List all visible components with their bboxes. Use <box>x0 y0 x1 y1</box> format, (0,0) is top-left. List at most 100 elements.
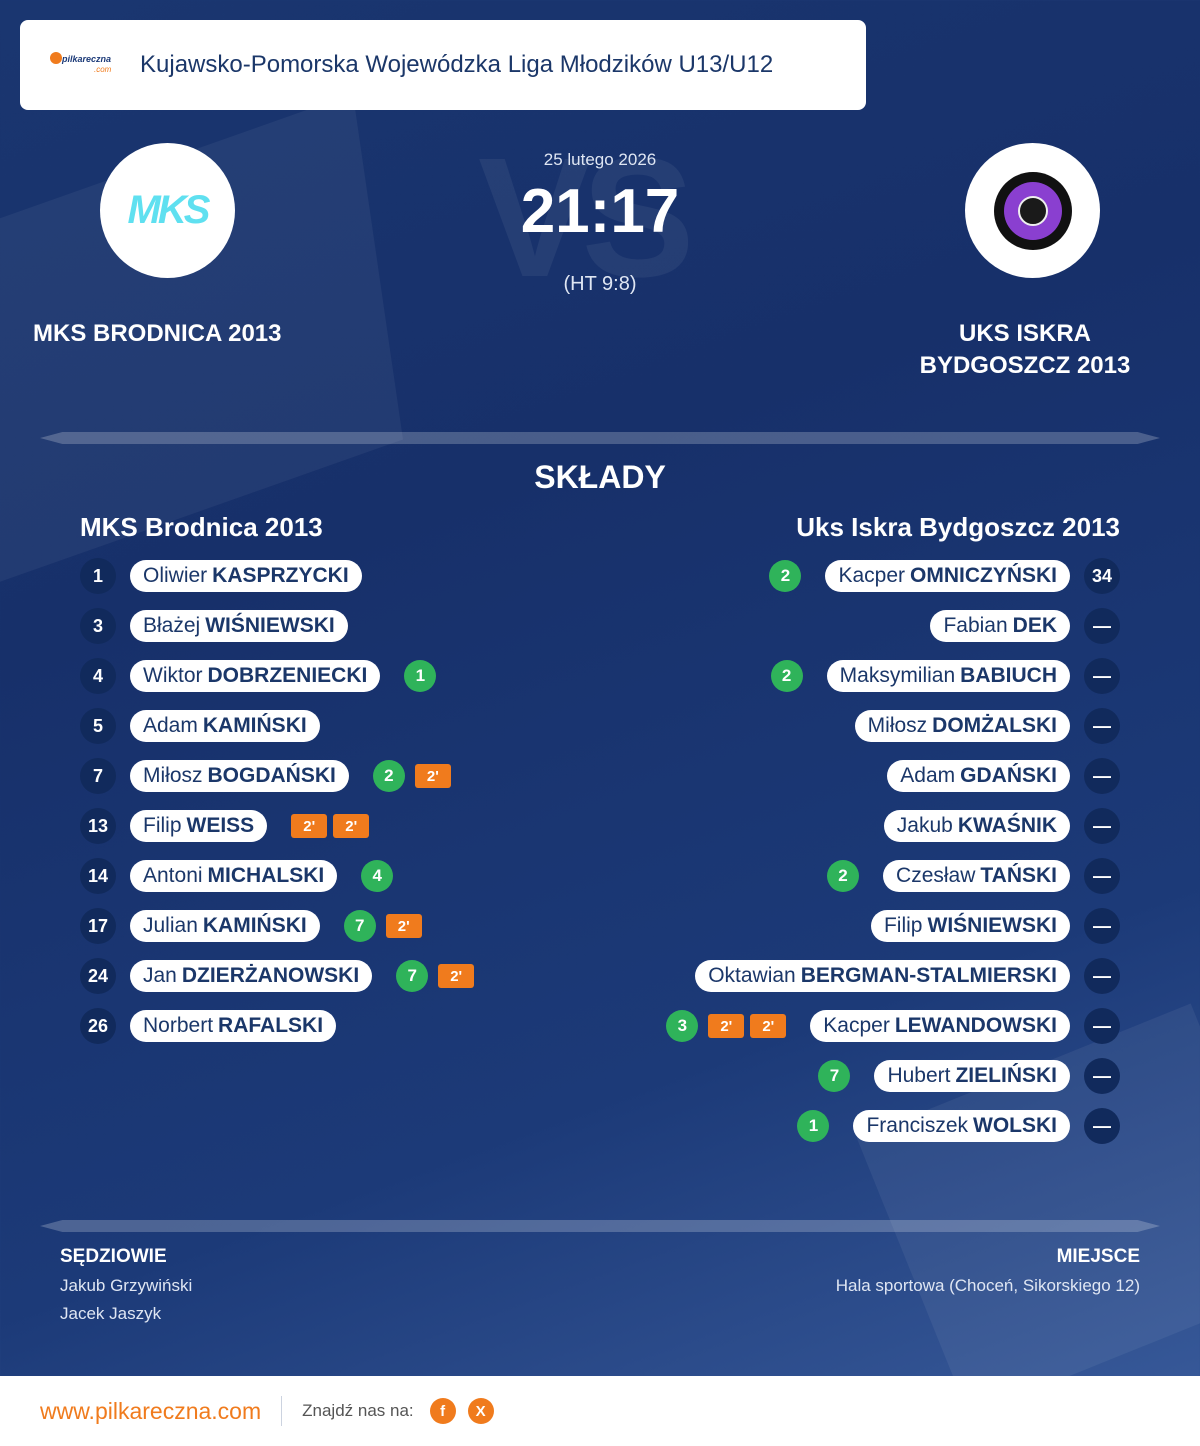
goals-badge: 7 <box>343 910 376 942</box>
player-last-name: DZIERŻANOWSKI <box>181 964 360 987</box>
player-number: — <box>1084 708 1120 744</box>
away-logo-icon <box>993 171 1072 250</box>
player-number: 14 <box>80 858 116 894</box>
player-row: — Maksymilian BABIUCH 2 <box>770 658 1120 694</box>
suspension-badge: 2' <box>708 1014 745 1038</box>
player-last-name: DOBRZENIECKI <box>207 664 368 687</box>
player-row: 4 Wiktor DOBRZENIECKI 1 <box>80 658 437 694</box>
halftime-score: (HT 9:8) <box>563 273 637 295</box>
site-logo[interactable]: pilkareczna .com <box>50 50 120 80</box>
logo-text: pilkareczna <box>62 54 112 64</box>
player-number: — <box>1084 1058 1120 1094</box>
suspension-badge: 2' <box>750 1014 787 1038</box>
player-name: Oliwier KASPRZYCKI <box>130 560 362 592</box>
player-last-name: RAFALSKI <box>218 1014 324 1037</box>
player-events: 7 <box>818 1060 851 1092</box>
player-name: Kacper OMNICZYŃSKI <box>825 560 1070 592</box>
player-last-name: BOGDAŃSKI <box>207 764 336 787</box>
player-last-name: WOLSKI <box>973 1114 1057 1137</box>
venue-title: MIEJSCE <box>1056 1246 1140 1267</box>
player-row: 5 Adam KAMIŃSKI <box>80 708 320 744</box>
player-name: Hubert ZIELIŃSKI <box>874 1060 1070 1092</box>
home-logo-icon: MKS <box>127 188 211 232</box>
player-first-name: Fabian <box>943 614 1008 637</box>
goals-badge: 2 <box>372 760 405 792</box>
goals-badge: 1 <box>404 660 437 692</box>
goals-badge: 7 <box>818 1060 851 1092</box>
player-last-name: BABIUCH <box>960 664 1057 687</box>
player-row: 34 Kacper OMNICZYŃSKI 2 <box>769 558 1120 594</box>
player-number: 26 <box>80 1008 116 1044</box>
divider <box>40 1220 1160 1232</box>
player-number: — <box>1084 658 1120 694</box>
suspension-badge: 2' <box>333 814 370 838</box>
x-icon[interactable]: X <box>467 1398 494 1424</box>
player-row: — Filip WIŚNIEWSKI <box>870 908 1120 944</box>
player-row: — Kacper LEWANDOWSKI 3 2' 2' <box>666 1008 1120 1044</box>
player-first-name: Jan <box>143 964 177 987</box>
player-last-name: WIŚNIEWSKI <box>205 614 335 637</box>
player-events: 2 2' <box>372 760 451 792</box>
player-events: 7 2' <box>343 910 422 942</box>
player-last-name: BERGMAN-STALMIERSKI <box>800 964 1057 987</box>
player-row: — Miłosz DOMŻALSKI <box>854 708 1120 744</box>
away-team-name: UKS ISKRA BYDGOSZCZ 2013 <box>905 318 1145 382</box>
vs-watermark: VS <box>478 123 695 313</box>
player-row: 13 Filip WEISS 2' 2' <box>80 808 370 844</box>
venue-value: Hala sportowa (Choceń, Sikorskiego 12) <box>835 1276 1140 1295</box>
site-link[interactable]: www.pilkareczna.com <box>40 1397 262 1424</box>
player-number: 34 <box>1084 558 1120 594</box>
goals-badge: 4 <box>361 860 394 892</box>
player-last-name: KWAŚNIK <box>957 814 1057 837</box>
player-number: 4 <box>80 658 116 694</box>
player-name: Oktawian BERGMAN-STALMIERSKI <box>695 960 1070 992</box>
player-last-name: LEWANDOWSKI <box>894 1014 1057 1037</box>
player-last-name: MICHALSKI <box>207 864 325 887</box>
player-name: Adam KAMIŃSKI <box>130 710 320 742</box>
player-events: 2 <box>770 660 803 692</box>
player-number: 5 <box>80 708 116 744</box>
player-last-name: GDAŃSKI <box>960 764 1057 787</box>
divider <box>40 432 1160 444</box>
player-name: Czesław TAŃSKI <box>883 860 1070 892</box>
player-number: — <box>1084 758 1120 794</box>
goals-badge: 2 <box>770 660 803 692</box>
header-card: pilkareczna .com Kujawsko-Pomorska Wojew… <box>20 20 866 110</box>
player-last-name: DOMŻALSKI <box>932 714 1057 737</box>
player-events: 1 <box>404 660 437 692</box>
player-name: Błażej WIŚNIEWSKI <box>130 610 348 642</box>
player-row: — Hubert ZIELIŃSKI 7 <box>818 1058 1120 1094</box>
player-number: — <box>1084 1108 1120 1144</box>
away-team-name-line: BYDGOSZCZ 2013 <box>919 352 1131 379</box>
player-last-name: DEK <box>1012 614 1057 637</box>
footer: www.pilkareczna.com Znajdź nas na: f X <box>0 1376 1200 1446</box>
away-team-name-line: UKS ISKRA <box>958 320 1091 347</box>
player-row: 1 Oliwier KASPRZYCKI <box>80 558 362 594</box>
player-number: 7 <box>80 758 116 794</box>
player-last-name: TAŃSKI <box>980 864 1057 887</box>
home-team-name: MKS BRODNICA 2013 <box>33 320 282 347</box>
player-number: — <box>1084 858 1120 894</box>
goals-badge: 7 <box>396 960 429 992</box>
player-last-name: KAMIŃSKI <box>202 714 307 737</box>
player-first-name: Maksymilian <box>839 664 956 687</box>
player-row: — Jakub KWAŚNIK <box>883 808 1120 844</box>
player-row: — Fabian DEK <box>930 608 1120 644</box>
player-first-name: Antoni <box>143 864 203 887</box>
player-first-name: Miłosz <box>867 714 928 737</box>
find-us-label: Znajdź nas na: <box>302 1401 414 1420</box>
facebook-icon[interactable]: f <box>429 1398 456 1424</box>
goals-badge: 1 <box>797 1110 830 1142</box>
player-row: 24 Jan DZIERŻANOWSKI 7 2' <box>80 958 475 994</box>
player-row: 14 Antoni MICHALSKI 4 <box>80 858 394 894</box>
player-first-name: Adam <box>143 714 198 737</box>
player-first-name: Kacper <box>823 1014 890 1037</box>
player-events: 3 2' 2' <box>666 1010 787 1042</box>
player-last-name: WIŚNIEWSKI <box>927 914 1058 937</box>
player-first-name: Oktawian <box>708 964 796 987</box>
referees-title: SĘDZIOWIE <box>60 1246 167 1267</box>
match-date: 25 lutego 2026 <box>543 150 657 169</box>
player-number: 1 <box>80 558 116 594</box>
player-first-name: Franciszek <box>866 1114 968 1137</box>
player-first-name: Filip <box>143 814 182 837</box>
